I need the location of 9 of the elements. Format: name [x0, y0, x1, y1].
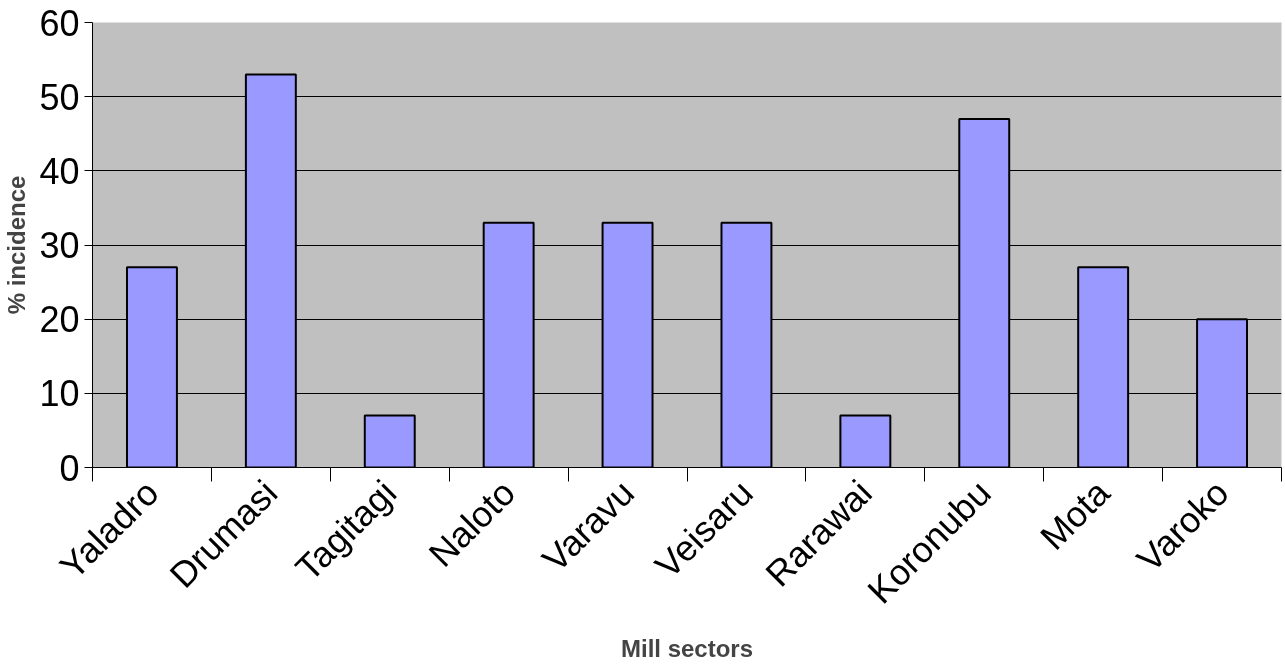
y-axis-title: % incidence	[3, 175, 31, 315]
y-tick-label: 30	[39, 225, 80, 266]
y-tick-label: 10	[39, 373, 80, 415]
y-tick-label: 40	[39, 150, 80, 192]
y-tick-label: 0	[59, 447, 80, 489]
x-axis-title: Mill sectors	[620, 634, 754, 662]
y-tick-label: 50	[39, 76, 80, 118]
y-tick-label: 60	[39, 2, 80, 44]
y-tick-label: 20	[39, 299, 80, 341]
